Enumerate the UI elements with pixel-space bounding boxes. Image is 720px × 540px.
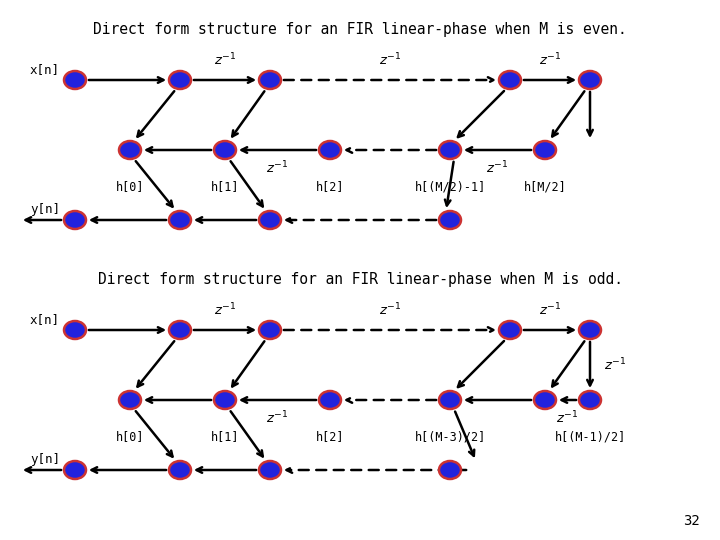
Text: h[1]: h[1] — [211, 430, 239, 443]
Ellipse shape — [119, 141, 141, 159]
Text: $z^{-1}$: $z^{-1}$ — [379, 301, 401, 318]
Text: $z^{-1}$: $z^{-1}$ — [539, 51, 561, 68]
Text: h[0]: h[0] — [116, 180, 144, 193]
Ellipse shape — [64, 461, 86, 479]
Ellipse shape — [439, 391, 461, 409]
Ellipse shape — [439, 461, 461, 479]
Ellipse shape — [259, 71, 281, 89]
Text: x[n]: x[n] — [30, 64, 60, 77]
Ellipse shape — [499, 321, 521, 339]
Text: x[n]: x[n] — [30, 314, 60, 327]
Text: y[n]: y[n] — [30, 454, 60, 467]
Text: $z^{-1}$: $z^{-1}$ — [266, 410, 288, 427]
Text: $z^{-1}$: $z^{-1}$ — [604, 357, 626, 373]
Text: y[n]: y[n] — [30, 204, 60, 217]
Text: h[(M/2)-1]: h[(M/2)-1] — [415, 180, 485, 193]
Text: Direct form structure for an FIR linear-phase when M is odd.: Direct form structure for an FIR linear-… — [97, 272, 623, 287]
Text: h[(M-1)/2]: h[(M-1)/2] — [554, 430, 626, 443]
Ellipse shape — [534, 141, 556, 159]
Ellipse shape — [319, 391, 341, 409]
Ellipse shape — [499, 71, 521, 89]
Ellipse shape — [64, 211, 86, 229]
Ellipse shape — [169, 211, 191, 229]
Text: $z^{-1}$: $z^{-1}$ — [214, 301, 236, 318]
Ellipse shape — [534, 391, 556, 409]
Text: $z^{-1}$: $z^{-1}$ — [486, 160, 508, 177]
Text: $z^{-1}$: $z^{-1}$ — [214, 51, 236, 68]
Ellipse shape — [214, 391, 236, 409]
Text: $z^{-1}$: $z^{-1}$ — [379, 51, 401, 68]
Text: 32: 32 — [683, 514, 700, 528]
Ellipse shape — [169, 71, 191, 89]
Text: h[M/2]: h[M/2] — [523, 180, 567, 193]
Text: h[(M-3)/2]: h[(M-3)/2] — [415, 430, 485, 443]
Text: h[2]: h[2] — [316, 180, 344, 193]
Ellipse shape — [259, 461, 281, 479]
Text: $z^{-1}$: $z^{-1}$ — [266, 160, 288, 177]
Ellipse shape — [579, 71, 601, 89]
Text: $z^{-1}$: $z^{-1}$ — [556, 410, 578, 427]
Text: Direct form structure for an FIR linear-phase when M is even.: Direct form structure for an FIR linear-… — [93, 22, 627, 37]
Text: h[0]: h[0] — [116, 430, 144, 443]
Ellipse shape — [579, 321, 601, 339]
Ellipse shape — [64, 321, 86, 339]
Ellipse shape — [259, 211, 281, 229]
Text: h[2]: h[2] — [316, 430, 344, 443]
Ellipse shape — [439, 211, 461, 229]
Text: $z^{-1}$: $z^{-1}$ — [539, 301, 561, 318]
Ellipse shape — [439, 141, 461, 159]
Ellipse shape — [64, 71, 86, 89]
Ellipse shape — [119, 391, 141, 409]
Ellipse shape — [214, 141, 236, 159]
Text: h[1]: h[1] — [211, 180, 239, 193]
Ellipse shape — [169, 461, 191, 479]
Ellipse shape — [259, 321, 281, 339]
Ellipse shape — [169, 321, 191, 339]
Ellipse shape — [319, 141, 341, 159]
Ellipse shape — [579, 391, 601, 409]
